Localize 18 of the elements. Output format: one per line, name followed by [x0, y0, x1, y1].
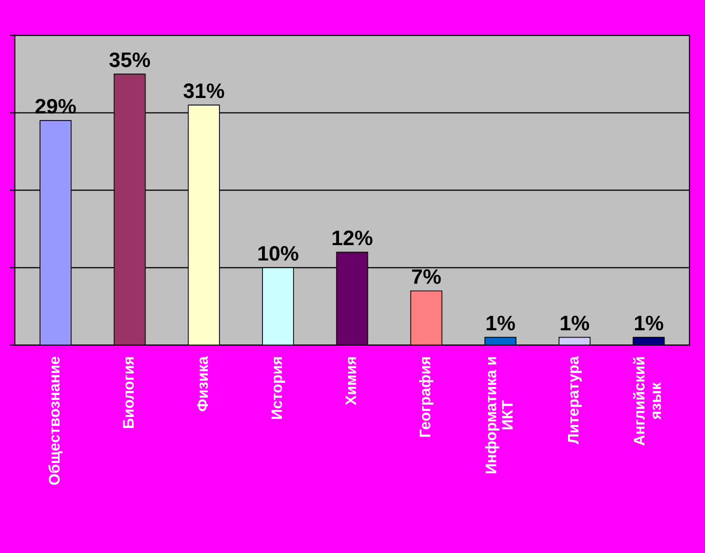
- data-label: 35%: [109, 52, 150, 68]
- x-tick-label: Английский язык: [633, 357, 662, 446]
- x-tick-label: Обществознание: [48, 356, 63, 485]
- x-tick-label: Физика: [197, 356, 208, 412]
- x-tick-label: География: [419, 357, 434, 437]
- data-label: 1%: [560, 316, 590, 330]
- x-tick-label: Литература: [568, 356, 582, 444]
- x-tick-label: Информатика и ИКТ: [485, 357, 513, 474]
- data-label: 7%: [412, 269, 441, 284]
- data-label: 1%: [634, 316, 664, 330]
- data-label: 31%: [183, 83, 224, 98]
- x-tick-label: История: [271, 357, 286, 419]
- data-label: 1%: [486, 316, 515, 330]
- data-label: 29%: [35, 98, 76, 114]
- data-label: 10%: [258, 246, 298, 261]
- data-label: 12%: [332, 230, 372, 246]
- x-tick-label: Химия: [346, 357, 356, 406]
- x-tick-label: Биология: [123, 357, 134, 428]
